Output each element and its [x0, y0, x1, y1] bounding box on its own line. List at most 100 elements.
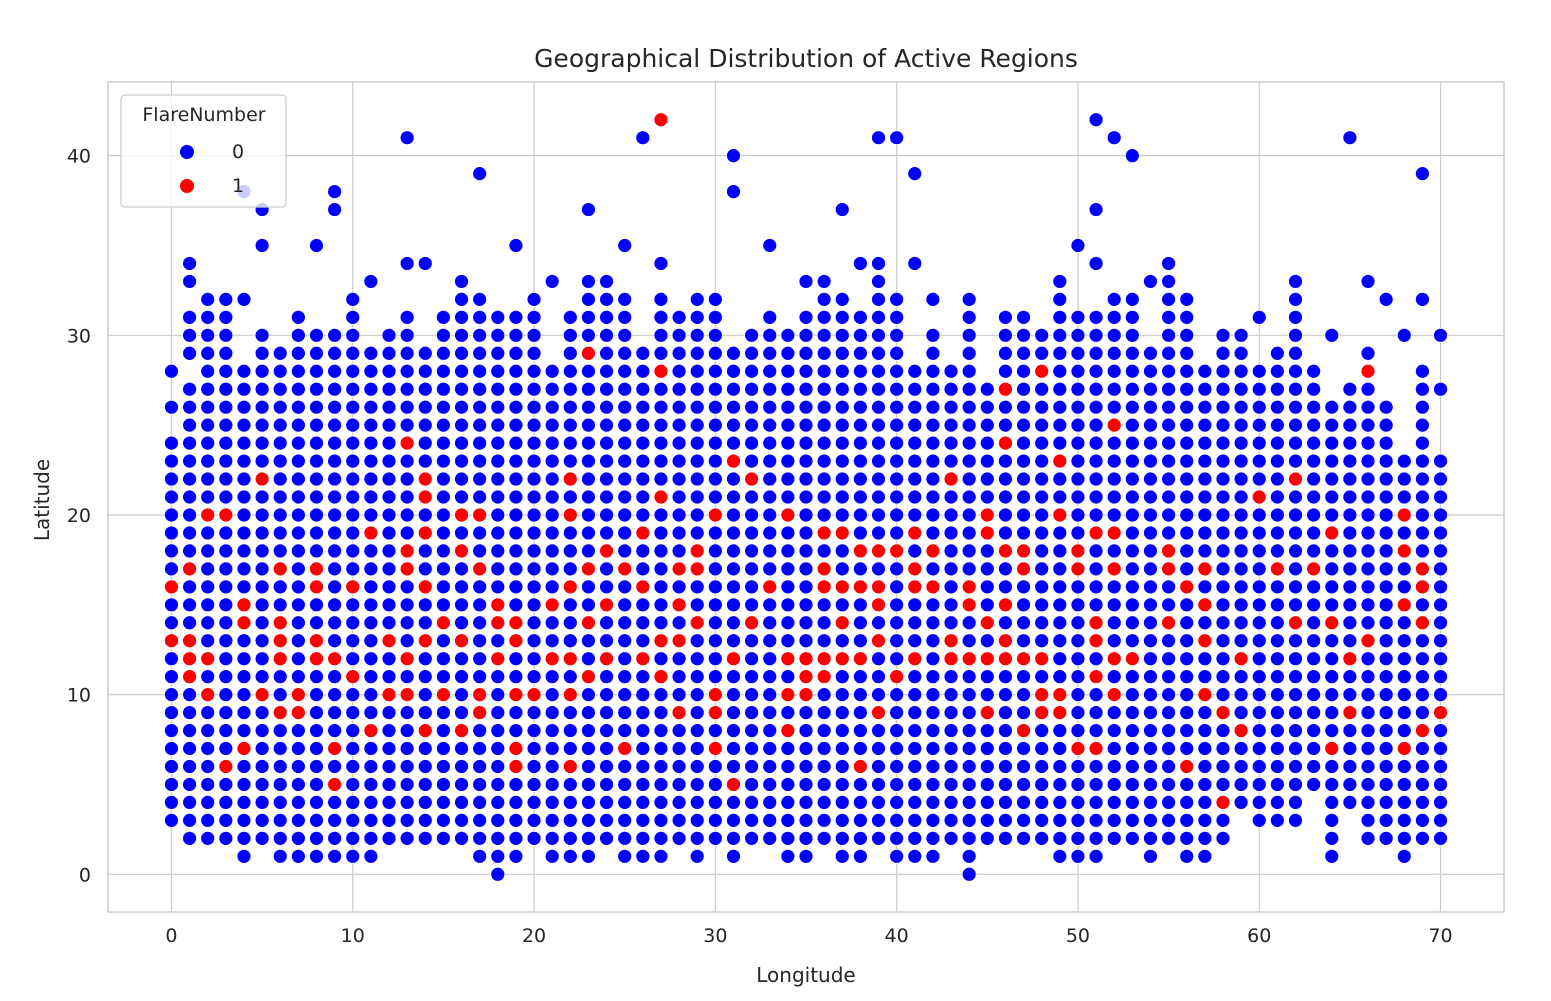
data-point-flare-0: [1052, 381, 1068, 397]
data-point-flare-0: [925, 795, 941, 810]
data-point-flare-0: [1324, 723, 1340, 738]
data-point-flare-0: [472, 615, 488, 631]
data-point-flare-0: [998, 363, 1013, 379]
data-point-flare-0: [780, 327, 796, 343]
data-point-flare-0: [526, 651, 542, 667]
data-point-flare-0: [254, 453, 270, 469]
data-point-flare-0: [218, 777, 234, 792]
data-point-flare-0: [1396, 525, 1412, 541]
data-point-flare-0: [653, 309, 669, 325]
data-point-flare-0: [472, 795, 488, 810]
data-point-flare-0: [671, 830, 687, 846]
data-point-flare-0: [272, 669, 288, 685]
data-point-flare-0: [852, 435, 868, 451]
data-point-flare-0: [345, 525, 361, 541]
data-point-flare-0: [1233, 561, 1249, 577]
data-point-flare-0: [309, 687, 324, 703]
data-point-flare-0: [816, 327, 832, 343]
data-point-flare-0: [272, 848, 288, 864]
data-point-flare-0: [635, 399, 651, 415]
data-point-flare-0: [454, 597, 469, 613]
data-point-flare-1: [816, 561, 832, 577]
data-point-flare-0: [544, 543, 560, 559]
data-point-flare-0: [200, 327, 216, 343]
data-point-flare-0: [925, 489, 941, 505]
data-point-flare-0: [1124, 453, 1140, 469]
data-point-flare-0: [272, 597, 288, 613]
data-point-flare-1: [834, 651, 850, 667]
data-point-flare-0: [1088, 256, 1104, 271]
data-point-flare-0: [780, 597, 796, 613]
data-point-flare-0: [363, 579, 379, 595]
data-point-flare-0: [272, 471, 288, 487]
data-point-flare-0: [200, 363, 216, 379]
data-point-flare-0: [218, 830, 234, 846]
data-point-flare-1: [907, 579, 923, 595]
data-point-flare-0: [925, 848, 941, 864]
data-point-flare-1: [871, 543, 886, 559]
data-point-flare-0: [472, 417, 488, 433]
data-point-flare-0: [1179, 309, 1195, 325]
data-point-flare-0: [272, 507, 288, 523]
data-point-flare-0: [617, 417, 633, 433]
data-point-flare-0: [1124, 812, 1140, 828]
data-point-flare-0: [399, 345, 415, 361]
data-point-flare-0: [979, 399, 995, 415]
data-point-flare-0: [852, 417, 868, 433]
data-point-flare-0: [472, 471, 488, 487]
data-point-flare-0: [726, 363, 741, 379]
data-point-flare-0: [762, 830, 778, 846]
data-point-flare-0: [689, 830, 705, 846]
data-point-flare-0: [508, 848, 524, 864]
data-point-flare-0: [526, 777, 542, 792]
data-point-flare-0: [798, 327, 814, 343]
data-point-flare-0: [526, 399, 542, 415]
data-point-flare-0: [417, 561, 433, 577]
data-point-flare-0: [544, 830, 560, 846]
data-point-flare-0: [562, 723, 578, 738]
data-point-flare-1: [816, 651, 832, 667]
data-point-flare-0: [599, 812, 614, 828]
data-point-flare-0: [635, 507, 651, 523]
data-point-flare-1: [454, 507, 469, 523]
data-point-flare-0: [707, 435, 723, 451]
data-point-flare-0: [907, 741, 923, 756]
data-point-flare-0: [689, 777, 705, 792]
data-point-flare-1: [979, 651, 995, 667]
data-point-flare-0: [599, 687, 614, 703]
data-point-flare-0: [218, 291, 234, 307]
data-point-flare-1: [998, 435, 1013, 451]
data-point-flare-0: [290, 489, 306, 505]
data-point-flare-0: [454, 453, 469, 469]
data-point-flare-0: [1433, 687, 1448, 703]
data-point-flare-0: [327, 561, 343, 577]
data-point-flare-0: [816, 830, 832, 846]
data-point-flare-0: [762, 561, 778, 577]
data-point-flare-0: [236, 525, 252, 541]
data-point-flare-0: [327, 759, 343, 774]
data-point-flare-0: [1378, 615, 1394, 631]
data-point-flare-0: [309, 812, 324, 828]
data-point-flare-0: [599, 435, 614, 451]
data-point-flare-0: [581, 327, 596, 343]
data-point-flare-0: [544, 669, 560, 685]
data-point-flare-0: [562, 795, 578, 810]
data-point-flare-1: [272, 561, 288, 577]
data-point-flare-0: [1106, 130, 1122, 146]
data-point-flare-0: [671, 399, 687, 415]
data-point-flare-1: [562, 687, 578, 703]
data-point-flare-0: [254, 489, 270, 505]
data-point-flare-0: [744, 777, 760, 792]
data-point-flare-0: [1415, 489, 1430, 505]
data-point-flare-0: [617, 812, 633, 828]
data-point-flare-0: [1016, 525, 1031, 541]
data-point-flare-0: [1433, 507, 1448, 523]
data-point-flare-0: [200, 669, 216, 685]
data-point-flare-0: [726, 489, 741, 505]
data-point-flare-0: [998, 812, 1013, 828]
data-point-flare-0: [653, 687, 669, 703]
data-point-flare-0: [1324, 579, 1340, 595]
data-point-flare-0: [599, 309, 614, 325]
data-point-flare-0: [707, 489, 723, 505]
data-point-flare-0: [508, 345, 524, 361]
